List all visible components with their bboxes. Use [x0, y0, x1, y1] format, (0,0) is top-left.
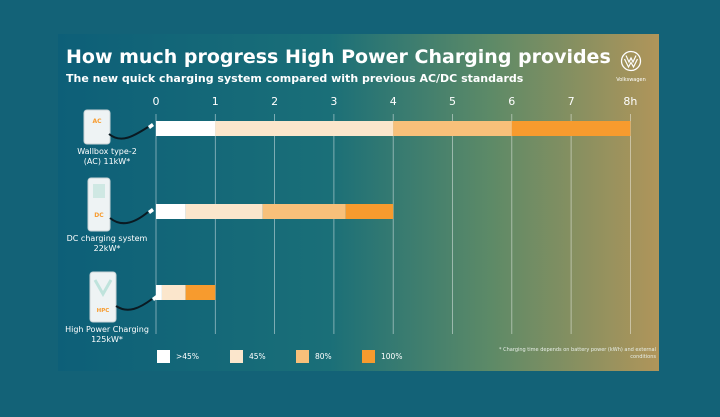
bar-segment — [393, 121, 512, 136]
legend-label: 100% — [381, 352, 403, 361]
bar-segment — [345, 204, 394, 219]
charger-detail: 22kW* — [93, 244, 121, 253]
charger-badge: HPC — [96, 308, 110, 314]
legend-label: 45% — [249, 352, 266, 361]
charger-name: Wallbox type-2 — [77, 147, 137, 156]
x-tick-label: 5 — [449, 95, 456, 108]
chart-subtitle: The new quick charging system compared w… — [66, 72, 524, 85]
legend-swatch — [157, 350, 170, 363]
charger-detail: 125kW* — [91, 335, 123, 344]
brand: Volkswagen — [613, 50, 649, 83]
legend-swatch — [230, 350, 243, 363]
chart-title: How much progress High Power Charging pr… — [66, 46, 611, 68]
x-tick-label: 3 — [330, 95, 337, 108]
chart-panel: How much progress High Power Charging pr… — [58, 34, 659, 371]
charger-label-wallbox: Wallbox type-2 (AC) 11kW* — [58, 147, 162, 167]
charger-badge: AC — [92, 118, 102, 125]
legend-label: >45% — [176, 352, 199, 361]
bar-segment — [156, 285, 162, 300]
footnote: * Charging time depends on battery power… — [499, 347, 656, 360]
charger-label-hpc: High Power Charging 125kW* — [58, 325, 162, 345]
legend-label: 80% — [315, 352, 332, 361]
legend-item: 80% — [296, 350, 332, 363]
legend-item: >45% — [157, 350, 199, 363]
x-tick-label: 2 — [271, 95, 278, 108]
charger-label-dc: DC charging system 22kW* — [58, 234, 162, 254]
charger-badge: DC — [94, 212, 104, 219]
x-tick-label: 8h — [623, 95, 637, 108]
bar-segment — [185, 204, 263, 219]
x-tick-label: 7 — [568, 95, 575, 108]
bar-segment — [185, 285, 216, 300]
legend-item: 45% — [230, 350, 266, 363]
bar-chart: 0 1 2 3 4 5 6 7 8h — [153, 95, 637, 334]
bar-segment — [511, 121, 631, 136]
dc-charger-icon — [87, 177, 154, 232]
x-tick-label: 1 — [212, 95, 219, 108]
charger-name: High Power Charging — [65, 325, 149, 334]
x-tick-label: 0 — [153, 95, 160, 108]
brand-name: Volkswagen — [616, 77, 646, 83]
x-tick-label: 6 — [508, 95, 515, 108]
hpc-charger-icon — [89, 271, 158, 323]
legend-swatch — [362, 350, 375, 363]
bar-segment — [161, 285, 186, 300]
wallbox-icon — [83, 109, 154, 145]
bar-segment — [156, 121, 216, 136]
bar-segment — [262, 204, 346, 219]
legend-swatch — [296, 350, 309, 363]
x-tick-label: 4 — [390, 95, 397, 108]
vw-logo-icon — [620, 50, 642, 72]
charger-detail: (AC) 11kW* — [83, 157, 131, 166]
bar-segment — [215, 121, 394, 136]
bar-segment — [156, 204, 186, 219]
charger-name: DC charging system — [66, 234, 148, 243]
legend-item: 100% — [362, 350, 402, 363]
